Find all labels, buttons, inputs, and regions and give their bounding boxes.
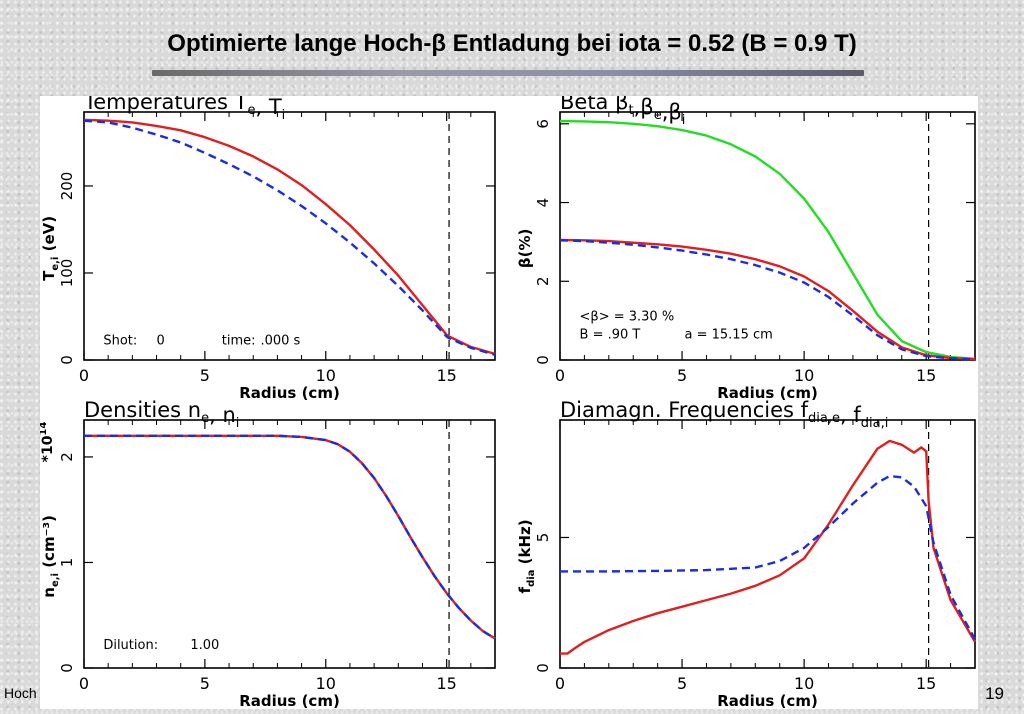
x-tick-label: 10 xyxy=(316,674,336,693)
series-line-red xyxy=(83,118,496,356)
series-line-blue xyxy=(559,239,976,361)
y-axis-label: fdia (kHz) xyxy=(516,519,537,593)
series-line-red xyxy=(84,434,496,640)
plot-annotation: time: xyxy=(222,333,256,348)
plot-annotation: Shot: xyxy=(103,333,137,348)
plot-annotation: a = 15.15 cm xyxy=(685,327,773,342)
x-tick-label: 10 xyxy=(316,366,336,385)
series-line-blue xyxy=(560,474,977,640)
x-tick-label: 10 xyxy=(794,366,814,385)
y-axis-label: β(%) xyxy=(516,229,534,268)
y-tick-label: 2 xyxy=(534,276,552,286)
series-line-blue xyxy=(83,119,496,356)
plot-frame xyxy=(83,419,496,669)
plot-annotation: 0 xyxy=(157,333,165,348)
series-line-red xyxy=(559,238,976,361)
x-tick-label: 15 xyxy=(436,674,456,693)
page-number: 19 xyxy=(985,684,1004,703)
y-tick-label: 6 xyxy=(534,119,552,129)
y-tick-label: 0 xyxy=(534,663,552,673)
chart-4: Diamagn. Frequencies fdia,e, fdia,i 0 5 10 1… xyxy=(516,398,977,710)
x-tick-label: 15 xyxy=(916,674,936,693)
y-tick-label: 0 xyxy=(58,355,76,365)
x-tick-label: 0 xyxy=(555,674,565,693)
plot-annotation: <β> = 3.30 % xyxy=(580,310,675,325)
x-tick-label: 10 xyxy=(794,674,814,693)
title-underline xyxy=(152,70,864,76)
x-axis-label: Radius (cm) xyxy=(239,692,340,709)
plot-panel: Temperatures Te, Ti 0 5 10 15 Radius (cm) 0 100… xyxy=(38,90,978,710)
series-line-green xyxy=(559,119,976,360)
plot-annotation: Dilution: xyxy=(103,638,158,653)
chart-1: Temperatures Te, Ti 0 5 10 15 Radius (cm) 0 100… xyxy=(40,90,496,402)
chart-title: Densities ne, ni xyxy=(84,398,239,431)
y-tick-label: 1 xyxy=(58,558,76,568)
y-axis-label: ne,i (cm⁻³) xyxy=(40,515,61,598)
chart-title: Temperatures Te, Ti xyxy=(83,96,285,123)
slide-title: Optimierte lange Hoch-β Entladung bei io… xyxy=(167,30,857,57)
x-tick-label: 5 xyxy=(200,674,210,693)
y-tick-label: 0 xyxy=(534,355,552,365)
x-tick-label: 5 xyxy=(677,366,687,385)
x-tick-label: 0 xyxy=(79,674,89,693)
x-axis-label: Radius (cm) xyxy=(239,384,340,402)
series-line-blue xyxy=(84,434,496,640)
x-tick-label: 5 xyxy=(200,366,210,385)
x-axis-label: Radius (cm) xyxy=(717,692,818,709)
x-tick-label: 15 xyxy=(916,366,936,385)
y-tick-label: 0 xyxy=(58,663,76,673)
x-tick-label: 15 xyxy=(436,366,456,385)
y-tick-label: 5 xyxy=(534,533,552,543)
plot-frame xyxy=(559,111,976,361)
plot-annotation: .000 s xyxy=(260,333,300,348)
plot-annotation: 1.00 xyxy=(190,638,219,653)
x-tick-label: 5 xyxy=(677,674,687,693)
footer-text: Hoch xyxy=(4,685,37,701)
plot-annotation: B = .90 T xyxy=(580,327,641,342)
x-tick-label: 0 xyxy=(555,366,565,385)
plot-frame xyxy=(559,419,976,669)
y-tick-label: 4 xyxy=(534,198,552,208)
series-line-red xyxy=(560,439,977,655)
y-multiplier: *1014 xyxy=(40,422,56,463)
chart-3: Densities ne, ni 0 5 10 15 Radius (cm) 0 1 2 ne,i… xyxy=(38,398,496,710)
y-tick-label: 100 xyxy=(58,259,76,288)
y-tick-label: 2 xyxy=(58,452,76,462)
chart-title: Diamagn. Frequencies fdia,e, fdia,i xyxy=(560,398,888,431)
x-tick-label: 0 xyxy=(79,366,89,385)
y-axis-label: Te,i (eV) xyxy=(40,216,61,281)
y-tick-label: 200 xyxy=(58,172,76,201)
plot-frame xyxy=(83,111,496,361)
x-axis-label: Radius (cm) xyxy=(717,384,818,402)
